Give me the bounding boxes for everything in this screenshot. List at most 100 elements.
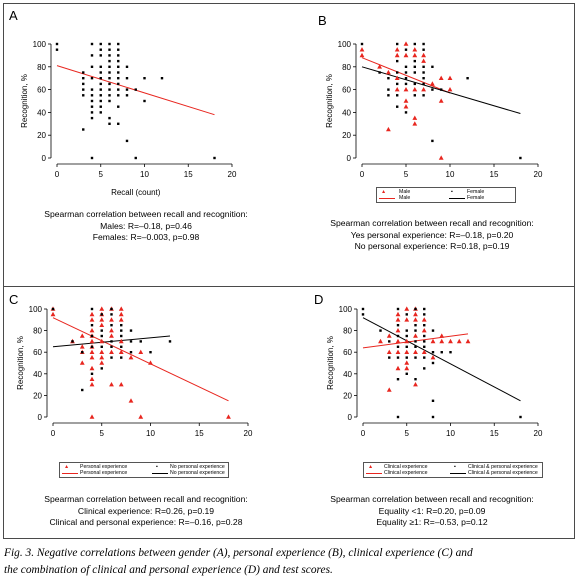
data-point-series2: [405, 372, 408, 375]
data-point-series1: [134, 156, 137, 160]
y-tick-label: 0: [42, 154, 47, 163]
data-point-series1: [421, 58, 426, 63]
data-point-series2: [396, 334, 400, 338]
data-point-series1: [421, 52, 426, 58]
data-point-series2: [423, 367, 426, 370]
data-point-series1: [89, 349, 95, 354]
y-tick-label: 20: [343, 391, 352, 400]
x-tick-label: 20: [534, 429, 543, 438]
data-point-series2: [120, 334, 123, 338]
data-point-series2: [396, 356, 400, 359]
data-point-series1: [99, 54, 102, 57]
data-point-series2: [139, 340, 142, 343]
legend-line-fit2: [450, 473, 466, 474]
data-point-series2: [110, 340, 113, 343]
data-point-series2: [100, 329, 103, 332]
data-point-series2: [431, 351, 435, 354]
data-point-series1: [394, 47, 400, 52]
data-point-series1: [82, 88, 85, 91]
data-point-series1: [79, 333, 85, 338]
data-point-series2: [81, 388, 84, 392]
data-point-series2: [422, 77, 425, 80]
y-tick-label: 40: [33, 370, 42, 379]
legend-line-fit2: [152, 473, 168, 474]
legend-label-series2: Female: [467, 189, 485, 195]
fit-line-1: [52, 317, 229, 402]
y-tick-label: 100: [338, 40, 352, 49]
y-tick-label: 100: [29, 305, 43, 314]
legend-label-series1: Male: [399, 189, 411, 195]
data-point-series2: [90, 345, 94, 348]
data-point-series2: [423, 313, 426, 316]
x-tick-label: 10: [446, 429, 455, 438]
data-point-series1: [421, 87, 426, 92]
data-point-series1: [421, 349, 427, 354]
legend-label-series1: Clinical experience: [384, 464, 428, 470]
y-tick-label: 40: [343, 370, 352, 379]
figure-frame: [3, 3, 575, 539]
data-point-series1: [412, 47, 418, 52]
x-tick-label: 10: [140, 170, 149, 179]
data-point-series2: [90, 334, 94, 338]
data-point-series1: [117, 122, 120, 125]
data-point-series2: [414, 356, 417, 359]
data-point-series2: [440, 351, 443, 354]
data-point-series2: [431, 329, 435, 332]
data-point-series1: [134, 88, 137, 91]
legend-label-fit1: Personal experience: [80, 470, 128, 476]
x-tick-label: 0: [55, 170, 60, 179]
data-point-series1: [413, 382, 418, 387]
data-point-series1: [99, 88, 102, 91]
data-point-series1: [108, 48, 111, 51]
data-point-series1: [89, 338, 95, 344]
stats-line-2: Equality ≥1: R=–0.53, p=0.12: [376, 517, 488, 527]
data-point-series1: [404, 338, 410, 344]
data-point-series1: [412, 121, 418, 126]
data-point-series1: [89, 317, 95, 322]
data-point-series1: [138, 349, 144, 354]
legend-marker-series2: ▪: [451, 189, 453, 195]
data-point-series1: [108, 54, 111, 57]
legend-label-fit1: Male: [399, 195, 411, 201]
data-point-series1: [395, 328, 401, 333]
data-point-series2: [396, 105, 399, 108]
data-point-series2: [110, 356, 113, 359]
data-point-series2: [81, 351, 84, 354]
data-point-series1: [412, 87, 418, 92]
legend-marker-series1: ▲: [368, 464, 374, 470]
data-point-series1: [404, 349, 410, 354]
data-point-series1: [108, 71, 111, 74]
data-point-series1: [395, 365, 401, 371]
stats-line-1: Males: R=–0.18, p=0.46: [100, 220, 192, 231]
data-point-series1: [359, 52, 365, 58]
data-point-series1: [394, 87, 400, 92]
data-point-series2: [414, 340, 417, 343]
data-point-series1: [99, 42, 102, 46]
data-point-series2: [90, 372, 94, 375]
data-point-series2: [120, 329, 123, 332]
data-point-series1: [438, 155, 444, 160]
data-point-series1: [79, 360, 85, 365]
data-point-series1: [438, 98, 444, 103]
data-point-series1: [143, 77, 146, 80]
data-point-series2: [387, 77, 390, 80]
data-point-series2: [129, 351, 133, 354]
data-point-series1: [82, 77, 85, 80]
data-point-series2: [396, 345, 400, 348]
x-tick-label: 20: [228, 170, 237, 179]
data-point-series2: [396, 94, 399, 97]
data-point-series1: [79, 344, 85, 349]
data-point-series1: [395, 311, 401, 317]
scatter-plot-a: 0 20 40 60 80 100 0 5 10 15 20 Recognition, % Recall…: [20, 40, 237, 197]
data-point-series2: [422, 48, 425, 51]
data-point-series1: [403, 52, 409, 58]
data-point-series1: [99, 111, 102, 114]
data-point-series1: [99, 48, 102, 51]
data-point-series1: [90, 99, 94, 103]
x-tick-label: 10: [146, 429, 155, 438]
data-point-series2: [51, 307, 55, 311]
data-point-series1: [99, 99, 102, 103]
data-point-series1: [386, 333, 392, 338]
data-point-series1: [89, 365, 95, 371]
